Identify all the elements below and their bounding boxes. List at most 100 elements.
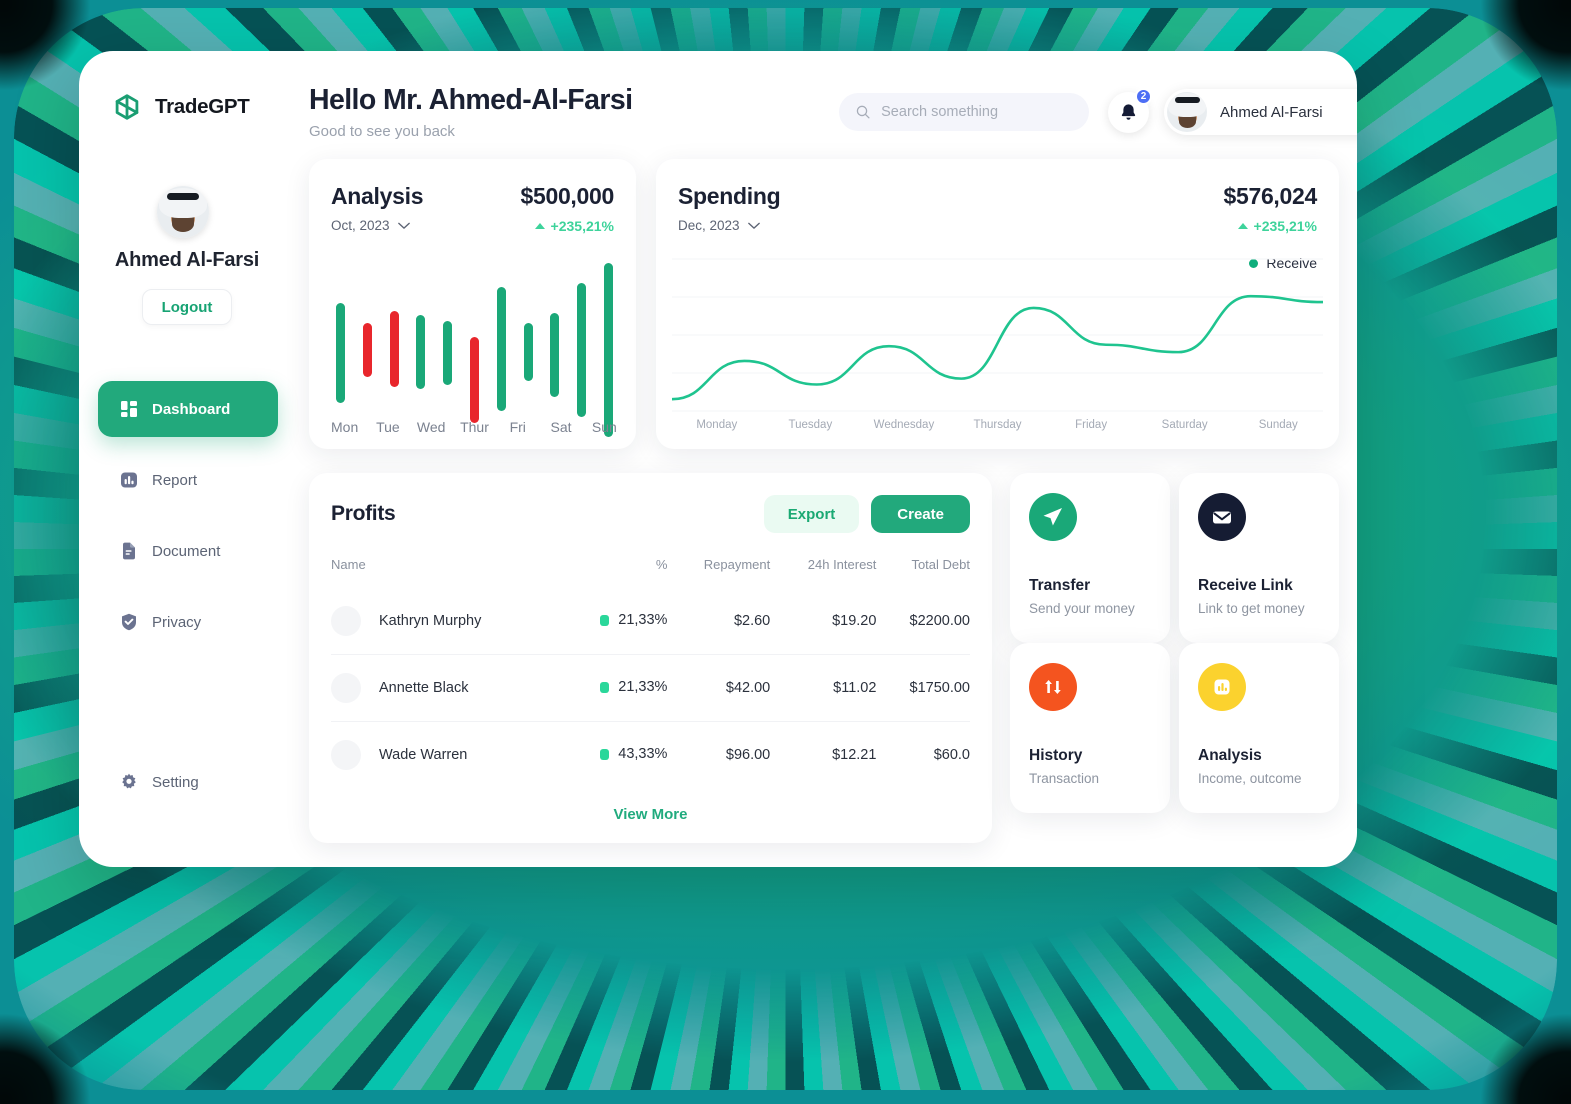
bell-icon [1121, 104, 1136, 120]
cell-interest: $11.02 [770, 654, 877, 722]
sidebar: TradeGPT Ahmed Al-Farsi Logout Dashboard [79, 51, 295, 867]
cell-name: Wade Warren [331, 721, 564, 788]
spending-card: Spending Dec, 2023 $576,024 +235,21% Rec… [656, 159, 1339, 449]
view-more-link[interactable]: View More [613, 806, 688, 823]
row-percent-text: 21,33% [618, 679, 668, 696]
openai-knot-logo-icon [115, 94, 139, 120]
logout-button[interactable]: Logout [142, 289, 232, 325]
avatar [331, 606, 361, 636]
col-name: Name [331, 557, 366, 572]
analysis-delta-value: +235,21% [550, 218, 614, 234]
analysis-bar [335, 303, 345, 403]
profits-table-body: Kathryn Murphy 21,33% $2.60 $19.20 $2200.00 A… [331, 588, 970, 788]
action-subtitle-history: Transaction [1029, 771, 1100, 786]
search-bar[interactable] [839, 93, 1089, 131]
sidebar-item-report[interactable]: Report [98, 452, 278, 508]
spending-period-selector[interactable]: Dec, 2023 [678, 218, 780, 233]
avatar [331, 740, 361, 770]
cell-interest: $12.21 [770, 721, 877, 788]
document-file-icon [123, 542, 135, 560]
cell-debt: $2200.00 [909, 613, 970, 629]
status-badge [600, 614, 610, 626]
spending-amount: $576,024 [1223, 183, 1317, 209]
shield-check-icon [122, 613, 136, 631]
gear-settings-icon [122, 773, 136, 789]
analysis-day-label: Mon [331, 419, 359, 435]
greeting-text: Hello Mr. Ahmed-Al-Farsi [309, 84, 633, 116]
analysis-bar [577, 283, 587, 417]
table-row[interactable]: Kathryn Murphy 21,33% $2.60 $19.20 $2200.00 [331, 588, 970, 655]
profits-card: Profits Export Create Name % Repayment 2… [309, 473, 992, 843]
row-name-text: Annette Black [379, 680, 469, 696]
spending-delta: +235,21% [1223, 218, 1317, 234]
cell-percent: 43,33% [563, 721, 668, 788]
table-row[interactable]: Wade Warren 43,33% $96.00 $12.21 $60.0 [331, 721, 970, 788]
analysis-bar-chart [327, 247, 622, 447]
search-icon [856, 105, 870, 119]
sidebar-setting-group: Setting [98, 754, 278, 825]
triangle-up-icon [534, 223, 545, 229]
col-percent: % [655, 557, 668, 572]
profits-header: Profits Export Create [331, 495, 970, 533]
user-menu[interactable]: Ahmed Al-Farsi [1164, 89, 1357, 135]
analysis-amount: $500,000 [520, 183, 614, 209]
spending-title: Spending [678, 183, 781, 209]
sidebar-item-dashboard[interactable]: Dashboard [98, 381, 278, 437]
action-card-receive-link[interactable]: Receive Link Link to get money [1179, 473, 1339, 643]
col-debt: Total Debt [911, 557, 970, 572]
analysis-delta: +235,21% [520, 218, 614, 234]
spending-day-label: Monday [696, 419, 738, 431]
cell-percent: 21,33% [563, 654, 668, 722]
spending-chart-svg [670, 258, 1325, 412]
cell-repayment: $96.00 [667, 721, 771, 788]
arrows-up-down-icon [1029, 663, 1077, 711]
grid-dashboard-icon [121, 401, 137, 417]
analysis-card-head: Analysis Oct, 2023 $500,000 +235,21% [331, 183, 614, 234]
paper-plane-send-icon [1029, 493, 1077, 541]
action-card-analysis[interactable]: Analysis Income, outcome [1179, 643, 1339, 813]
action-card-history[interactable]: History Transaction [1010, 643, 1170, 813]
sidebar-nav: Dashboard Report Document [98, 381, 278, 665]
analysis-day-label: Wed [416, 419, 446, 435]
table-row[interactable]: Annette Black 21,33% $42.00 $11.02 $1750.00 [331, 654, 970, 722]
cell-name: Kathryn Murphy [331, 588, 564, 655]
sidebar-item-privacy[interactable]: Privacy [98, 594, 278, 650]
sidebar-item-document[interactable]: Document [98, 523, 278, 579]
analysis-card: Analysis Oct, 2023 $500,000 +235,21% Mon… [309, 159, 636, 449]
analysis-bar [496, 287, 506, 411]
cell-percent: 21,33% [564, 588, 667, 655]
bar-chart-icon [1198, 663, 1246, 711]
sidebar-label-report: Report [152, 471, 198, 489]
spending-x-axis-labels: Monday Tuesday Wednesday Thursday Friday Satu… [670, 419, 1325, 431]
analysis-bar [416, 315, 426, 389]
brand-logo[interactable]: TradeGPT [109, 89, 250, 125]
sidebar-label-privacy: Privacy [152, 613, 202, 631]
analysis-x-axis-labels: Mon Tue Wed Thur Fri Sat Sun [323, 419, 626, 435]
analysis-bar [389, 311, 399, 387]
notification-bell-button[interactable]: 2 [1108, 88, 1152, 133]
spending-day-label: Wednesday [873, 419, 935, 431]
action-title-analysis: Analysis [1198, 747, 1262, 764]
cell-interest: $19.20 [832, 613, 877, 629]
create-button[interactable]: Create [871, 495, 970, 533]
export-button[interactable]: Export [763, 495, 860, 533]
action-title-receive-link: Receive Link [1198, 577, 1293, 594]
analysis-bar [604, 263, 614, 437]
analysis-bar [443, 321, 453, 385]
spending-period-label: Dec, 2023 [678, 218, 740, 233]
analysis-period-selector[interactable]: Oct, 2023 [331, 218, 423, 233]
envelope-mail-icon [1198, 493, 1246, 541]
spending-day-label: Saturday [1161, 419, 1208, 431]
analysis-bar [362, 323, 372, 377]
triangle-up-icon [1237, 223, 1248, 229]
spending-day-label: Friday [1075, 419, 1108, 431]
sidebar-item-setting[interactable]: Setting [98, 754, 278, 810]
legend-dot-icon [1249, 258, 1259, 268]
user-name: Ahmed Al-Farsi [1220, 103, 1323, 121]
action-card-transfer[interactable]: Transfer Send your money [1010, 473, 1170, 643]
sidebar-label-dashboard: Dashboard [152, 400, 231, 418]
spending-day-label: Sunday [1258, 419, 1298, 431]
profits-actions: Export Create [763, 495, 970, 533]
spending-line-chart [670, 257, 1325, 417]
search-input[interactable] [881, 104, 1072, 120]
